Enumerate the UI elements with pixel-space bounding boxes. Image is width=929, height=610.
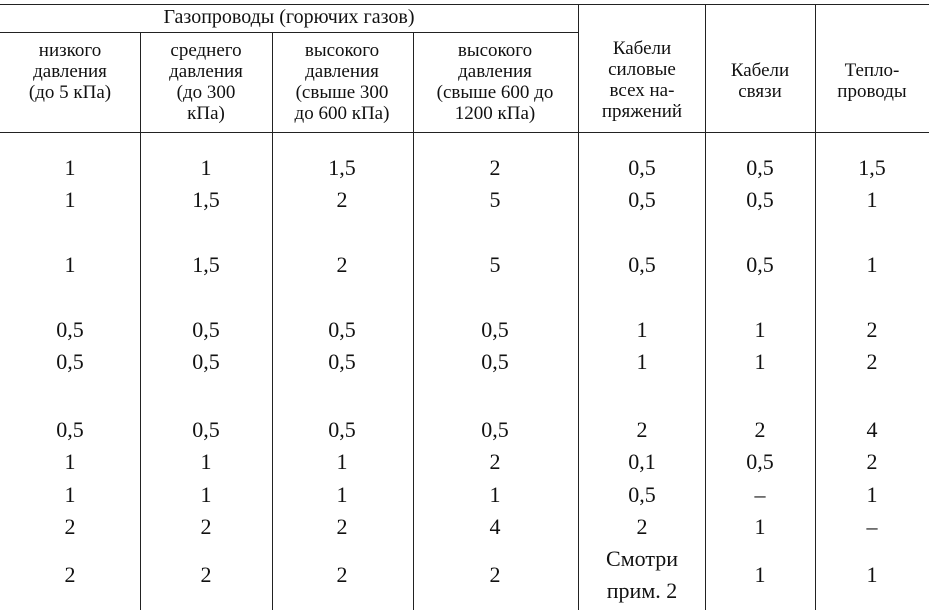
rule	[705, 4, 706, 610]
cell-value: 0,5	[746, 155, 774, 180]
cell-value: 1	[64, 482, 76, 507]
cell-value: 1	[200, 155, 212, 180]
cell-value: 2	[489, 155, 501, 180]
cell-value: 0,5	[481, 317, 509, 342]
cell-value: 1	[64, 252, 76, 277]
cell-value: 1	[636, 349, 648, 374]
cell-value: 5	[489, 187, 501, 212]
cell-value: 0,5	[481, 349, 509, 374]
cell-value: 0,5	[746, 187, 774, 212]
column-header: Кабели связи	[730, 60, 790, 102]
cell-value: 1	[200, 482, 212, 507]
cell-value: 1,5	[858, 155, 886, 180]
cell-value: 1	[64, 449, 76, 474]
cell-value: 5	[489, 252, 501, 277]
cell-value: 2	[200, 514, 212, 539]
cell-value: 0,5	[56, 317, 84, 342]
cell-value: 1,5	[328, 155, 356, 180]
cell-value: 1	[866, 187, 878, 212]
cell-value: 2	[489, 449, 501, 474]
cell-value: 2	[866, 349, 878, 374]
cell-value: 1	[200, 449, 212, 474]
cell-value: 0,5	[56, 349, 84, 374]
cell-value: 0,5	[746, 252, 774, 277]
group-header: Газопроводы (горючих газов)	[163, 6, 415, 28]
cell-value: 0,5	[746, 449, 774, 474]
cell-value: 2	[336, 187, 348, 212]
rule	[815, 4, 816, 610]
cell-value: 1	[866, 562, 878, 587]
cell-value: 2	[64, 562, 76, 587]
column-header: низкого давления (до 5 кПа)	[28, 40, 112, 103]
cell-value: 2	[866, 449, 878, 474]
rule	[272, 33, 273, 610]
cell-value: 0,5	[56, 417, 84, 442]
cell-value: 0,5	[192, 349, 220, 374]
cell-value: 1	[754, 562, 766, 587]
cell-value: 0,5	[628, 155, 656, 180]
cell-value: –	[754, 482, 766, 507]
cell-value: 2	[336, 514, 348, 539]
cell-value: 2	[336, 562, 348, 587]
cell-value: Смотри прим. 2	[606, 546, 678, 603]
cell-value: 1	[754, 514, 766, 539]
column-header: Тепло- проводы	[837, 60, 907, 102]
rule	[0, 4, 929, 5]
cell-value: 2	[200, 562, 212, 587]
cell-value: 1	[866, 252, 878, 277]
rule	[413, 33, 414, 610]
cell-value: 0,5	[628, 187, 656, 212]
cell-value: 1	[636, 317, 648, 342]
cell-value: 2	[336, 252, 348, 277]
rule	[578, 4, 579, 610]
cell-value: 1	[866, 482, 878, 507]
cell-value: 1	[336, 449, 348, 474]
cell-value: 2	[489, 562, 501, 587]
cell-value: 0,5	[328, 317, 356, 342]
cell-value: 0,5	[328, 349, 356, 374]
cell-value: 2	[866, 317, 878, 342]
cell-value: 0,1	[628, 449, 656, 474]
column-header: среднего давления (до 300 кПа)	[169, 40, 243, 124]
cell-value: 0,5	[328, 417, 356, 442]
cell-value: 1	[489, 482, 501, 507]
cell-value: 2	[64, 514, 76, 539]
cell-value: 1	[336, 482, 348, 507]
cell-value: 1	[754, 317, 766, 342]
cell-value: 0,5	[192, 317, 220, 342]
cell-value: 1	[64, 155, 76, 180]
cell-value: 2	[636, 417, 648, 442]
rule	[140, 33, 141, 610]
rule	[0, 32, 578, 33]
cell-value: –	[866, 514, 878, 539]
cell-value: 1,5	[192, 252, 220, 277]
column-header: Кабели силовые всех на- пряжений	[601, 38, 683, 122]
cell-value: 0,5	[628, 482, 656, 507]
cell-value: 2	[754, 417, 766, 442]
cell-value: 1	[754, 349, 766, 374]
cell-value: 1,5	[192, 187, 220, 212]
cell-value: 4	[489, 514, 501, 539]
column-header: высокого давления (свыше 300 до 600 кПа)	[294, 40, 390, 124]
cell-value: 4	[866, 417, 878, 442]
cell-value: 1	[64, 187, 76, 212]
column-header: высокого давления (свыше 600 до 1200 кПа…	[436, 40, 554, 124]
cell-value: 0,5	[481, 417, 509, 442]
cell-value: 0,5	[628, 252, 656, 277]
cell-value: 0,5	[192, 417, 220, 442]
rule	[0, 132, 929, 133]
cell-value: 2	[636, 514, 648, 539]
